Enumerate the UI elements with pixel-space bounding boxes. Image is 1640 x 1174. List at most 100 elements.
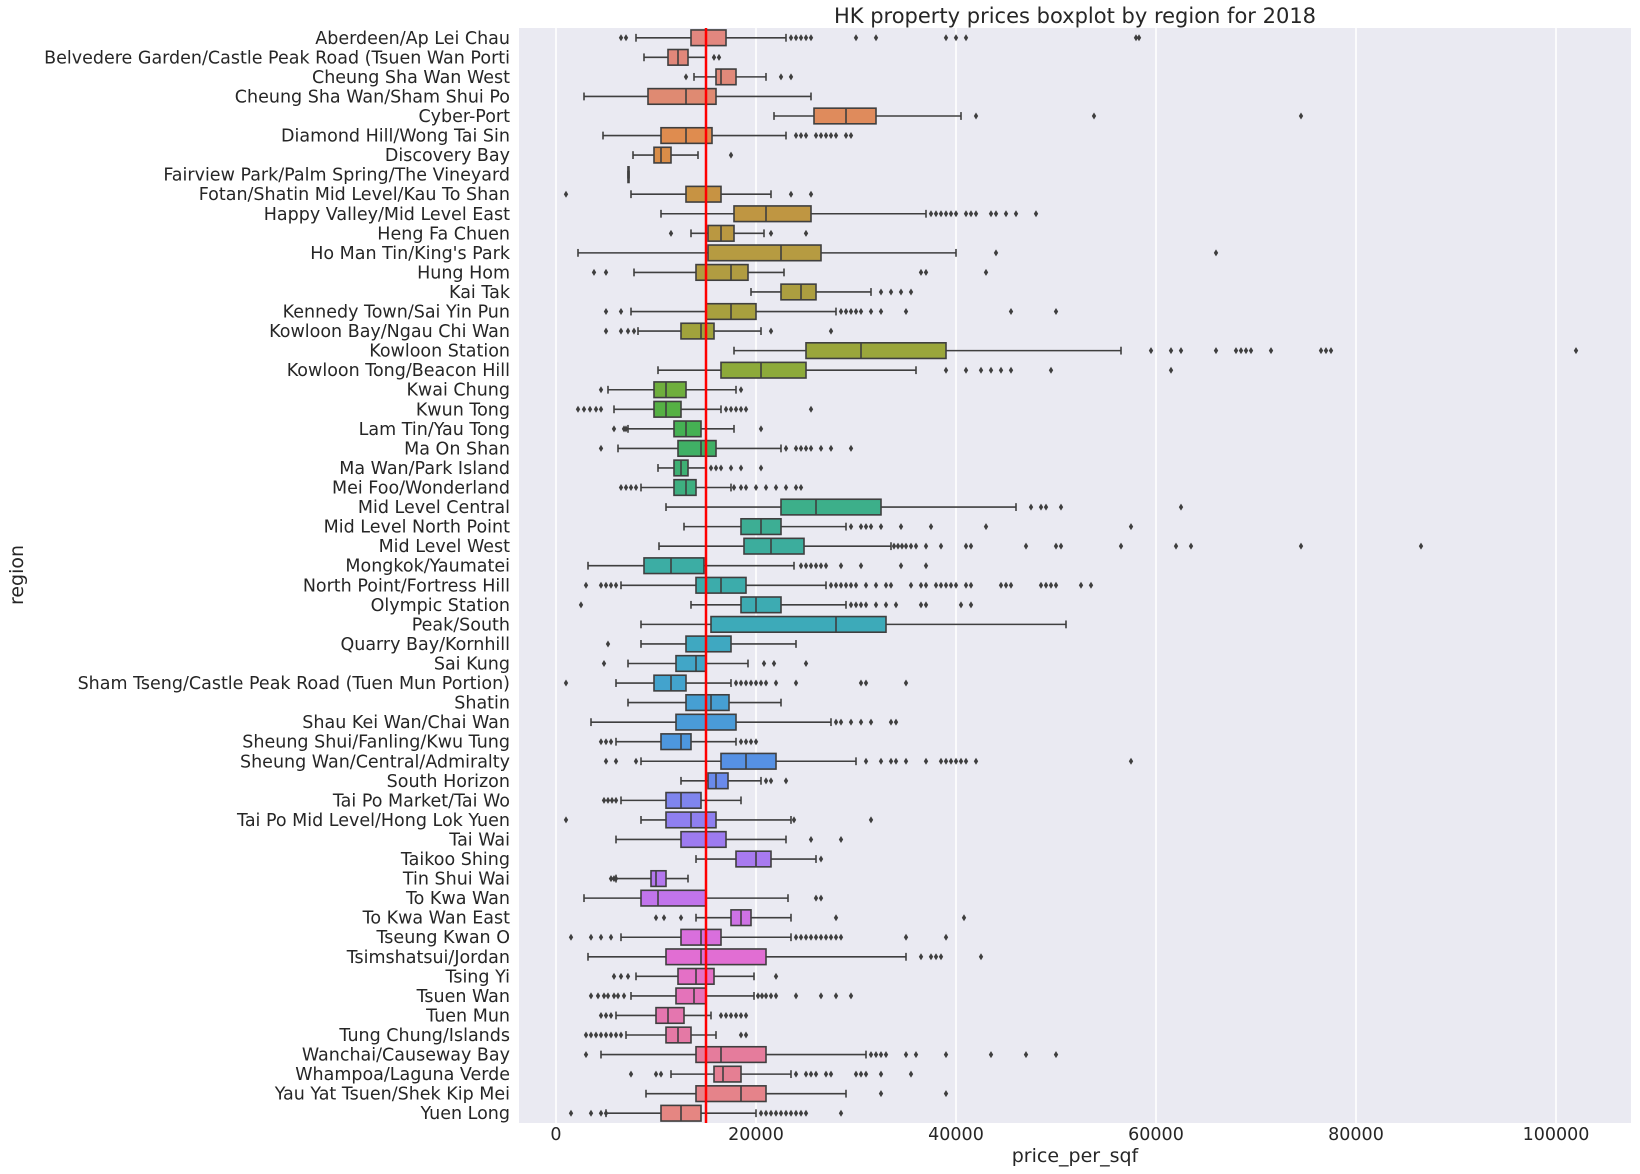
outlier-point [1238,347,1244,355]
outlier-point [768,1109,774,1117]
outlier-point [858,562,864,570]
outlier-point [603,581,609,589]
box-group [598,1006,749,1025]
outlier-point [838,308,844,316]
outlier-point [588,992,594,1000]
outlier-point [733,405,739,413]
category-label: Heng Fa Chuen [377,224,510,244]
outlier-point [793,1070,799,1078]
outlier-point [1003,581,1009,589]
box-group [657,361,1174,379]
outlier-point [1048,366,1054,374]
outlier-point [898,562,904,570]
box [713,1065,742,1083]
outlier-point [605,640,611,648]
outlier-point [1188,542,1194,550]
outlier-point [878,1051,884,1059]
x-tick-label: 0 [550,1125,561,1145]
box-group [733,342,1579,360]
category-label: Cyber-Port [418,107,510,127]
outlier-point [608,738,614,746]
outlier-point [758,679,764,687]
box-group [563,674,909,692]
outlier-point [1003,210,1009,218]
outlier-point [733,679,739,687]
outlier-point [848,718,854,726]
outlier-point [908,288,914,296]
box-group [583,1045,1059,1064]
box-group [608,869,689,888]
outlier-point [838,1109,844,1117]
outlier-point [958,757,964,765]
category-label: Mid Level West [379,537,511,557]
outlier-point [998,581,1004,589]
outlier-point [943,366,949,374]
outlier-point [768,327,774,335]
outlier-point [613,796,619,804]
outlier-point [798,34,804,42]
outlier-point [833,718,839,726]
category-label: To Kwa Wan [405,889,510,909]
outlier-point [783,777,789,785]
box [695,1045,767,1064]
box-group [653,909,967,927]
outlier-point [868,308,874,316]
x-tick-labels: 0 20000 40000 60000 80000 100000 [550,1125,1589,1145]
category-label: Tuen Mun [425,1006,510,1026]
outlier-point [583,581,589,589]
box-group [660,205,1039,223]
outlier-point [838,835,844,843]
outlier-point [601,992,607,1000]
outlier-point [716,53,722,61]
outlier-point [603,757,609,765]
box [695,263,749,282]
outlier-point [581,405,587,413]
outlier-point [743,405,749,413]
x-axis-label: price_per_sqf [1012,1145,1140,1167]
box [735,850,772,868]
x-tick-label: 100000 [1523,1125,1590,1145]
outlier-point [823,933,829,941]
outlier-point [953,34,959,42]
category-label: Cheung Sha Wan West [312,68,510,88]
outlier-point [763,777,769,785]
box [655,1006,685,1025]
outlier-point [853,1070,859,1078]
box-group [611,420,764,438]
category-label: South Horizon [387,772,510,792]
box-group [628,1065,914,1083]
outlier-point [888,288,894,296]
outlier-point [1008,366,1014,374]
category-label: Yau Yat Tsuen/Shek Kip Mei [274,1085,510,1105]
category-label: Tin Shui Wai [402,870,510,890]
outlier-point [608,1011,614,1019]
outlier-point [1008,308,1014,316]
box-group [618,29,1142,47]
outlier-point [613,875,619,883]
outlier-point [618,972,624,980]
outlier-point [933,953,939,961]
box [640,889,707,907]
category-label: Mid Level Central [358,498,510,518]
outlier-point [583,1051,589,1059]
outlier-point [563,679,569,687]
outlier-point [1028,503,1034,511]
outlier-point [598,1031,604,1039]
box [680,322,715,340]
outlier-point [858,718,864,726]
category-label: Kai Tak [449,283,511,303]
category-label: Ho Man Tin/King's Park [310,244,511,264]
outlier-point [768,229,774,237]
outlier-point [778,73,784,81]
outlier-point [878,1070,884,1078]
box [650,869,667,888]
box [653,674,687,692]
outlier-point [828,444,834,452]
outlier-point [808,1070,814,1078]
outlier-point [803,34,809,42]
outlier-point [563,816,569,824]
outlier-point [1058,542,1064,550]
box-group [618,478,804,497]
outlier-point [818,992,824,1000]
